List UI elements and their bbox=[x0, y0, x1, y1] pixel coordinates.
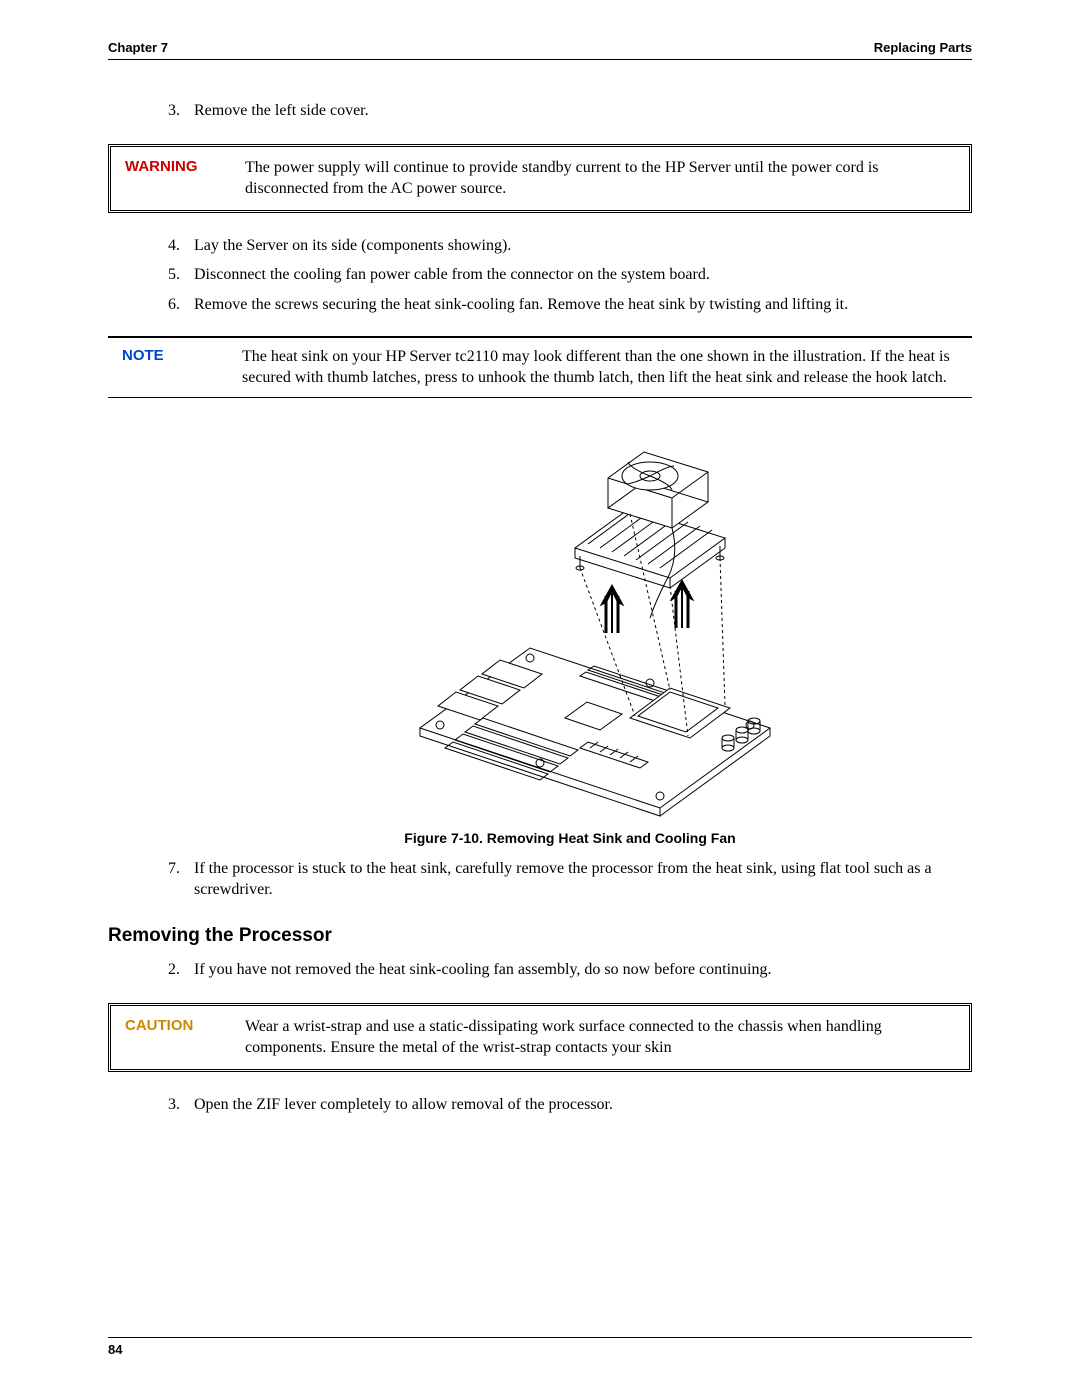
list-item: 2. If you have not removed the heat sink… bbox=[168, 959, 972, 981]
header-rule bbox=[108, 59, 972, 60]
list-text: If the processor is stuck to the heat si… bbox=[194, 858, 972, 901]
motherboard-illustration bbox=[330, 418, 810, 818]
caution-box: CAUTION Wear a wrist-strap and use a sta… bbox=[108, 1003, 972, 1072]
note-text: The heat sink on your HP Server tc2110 m… bbox=[242, 346, 958, 389]
page-footer: 84 bbox=[108, 1337, 972, 1357]
list-num: 3. bbox=[168, 1094, 194, 1116]
list-text: Open the ZIF lever completely to allow r… bbox=[194, 1094, 972, 1116]
list-text: Disconnect the cooling fan power cable f… bbox=[194, 264, 972, 286]
page-header: Chapter 7 Replacing Parts bbox=[108, 40, 972, 59]
list-item: 5. Disconnect the cooling fan power cabl… bbox=[168, 264, 972, 286]
body-content: 3. Remove the left side cover. WARNING T… bbox=[168, 100, 972, 1115]
header-chapter: Chapter 7 bbox=[108, 40, 168, 55]
note-rule-bot bbox=[108, 397, 972, 398]
list-item: 3. Remove the left side cover. bbox=[168, 100, 972, 122]
list-item: 3. Open the ZIF lever completely to allo… bbox=[168, 1094, 972, 1116]
caution-label: CAUTION bbox=[125, 1016, 245, 1059]
list-num: 5. bbox=[168, 264, 194, 286]
list-num: 6. bbox=[168, 294, 194, 316]
figure-caption: Figure 7-10. Removing Heat Sink and Cool… bbox=[168, 830, 972, 846]
footer-rule bbox=[108, 1337, 972, 1338]
header-section: Replacing Parts bbox=[874, 40, 972, 55]
list-text: Remove the left side cover. bbox=[194, 100, 972, 122]
page-number: 84 bbox=[108, 1342, 972, 1357]
list-text: Remove the screws securing the heat sink… bbox=[194, 294, 972, 316]
caution-text: Wear a wrist-strap and use a static-diss… bbox=[245, 1016, 955, 1059]
warning-label: WARNING bbox=[125, 157, 245, 200]
list-item: 7. If the processor is stuck to the heat… bbox=[168, 858, 972, 901]
list-num: 4. bbox=[168, 235, 194, 257]
section-heading: Removing the Processor bbox=[108, 925, 972, 947]
list-num: 7. bbox=[168, 858, 194, 901]
note-label: NOTE bbox=[122, 346, 242, 389]
list-text: If you have not removed the heat sink-co… bbox=[194, 959, 972, 981]
warning-box: WARNING The power supply will continue t… bbox=[108, 144, 972, 213]
list-item: 4. Lay the Server on its side (component… bbox=[168, 235, 972, 257]
list-num: 3. bbox=[168, 100, 194, 122]
list-item: 6. Remove the screws securing the heat s… bbox=[168, 294, 972, 316]
note-box: NOTE The heat sink on your HP Server tc2… bbox=[108, 336, 972, 398]
list-text: Lay the Server on its side (components s… bbox=[194, 235, 972, 257]
list-num: 2. bbox=[168, 959, 194, 981]
warning-text: The power supply will continue to provid… bbox=[245, 157, 955, 200]
figure: Figure 7-10. Removing Heat Sink and Cool… bbox=[168, 418, 972, 846]
